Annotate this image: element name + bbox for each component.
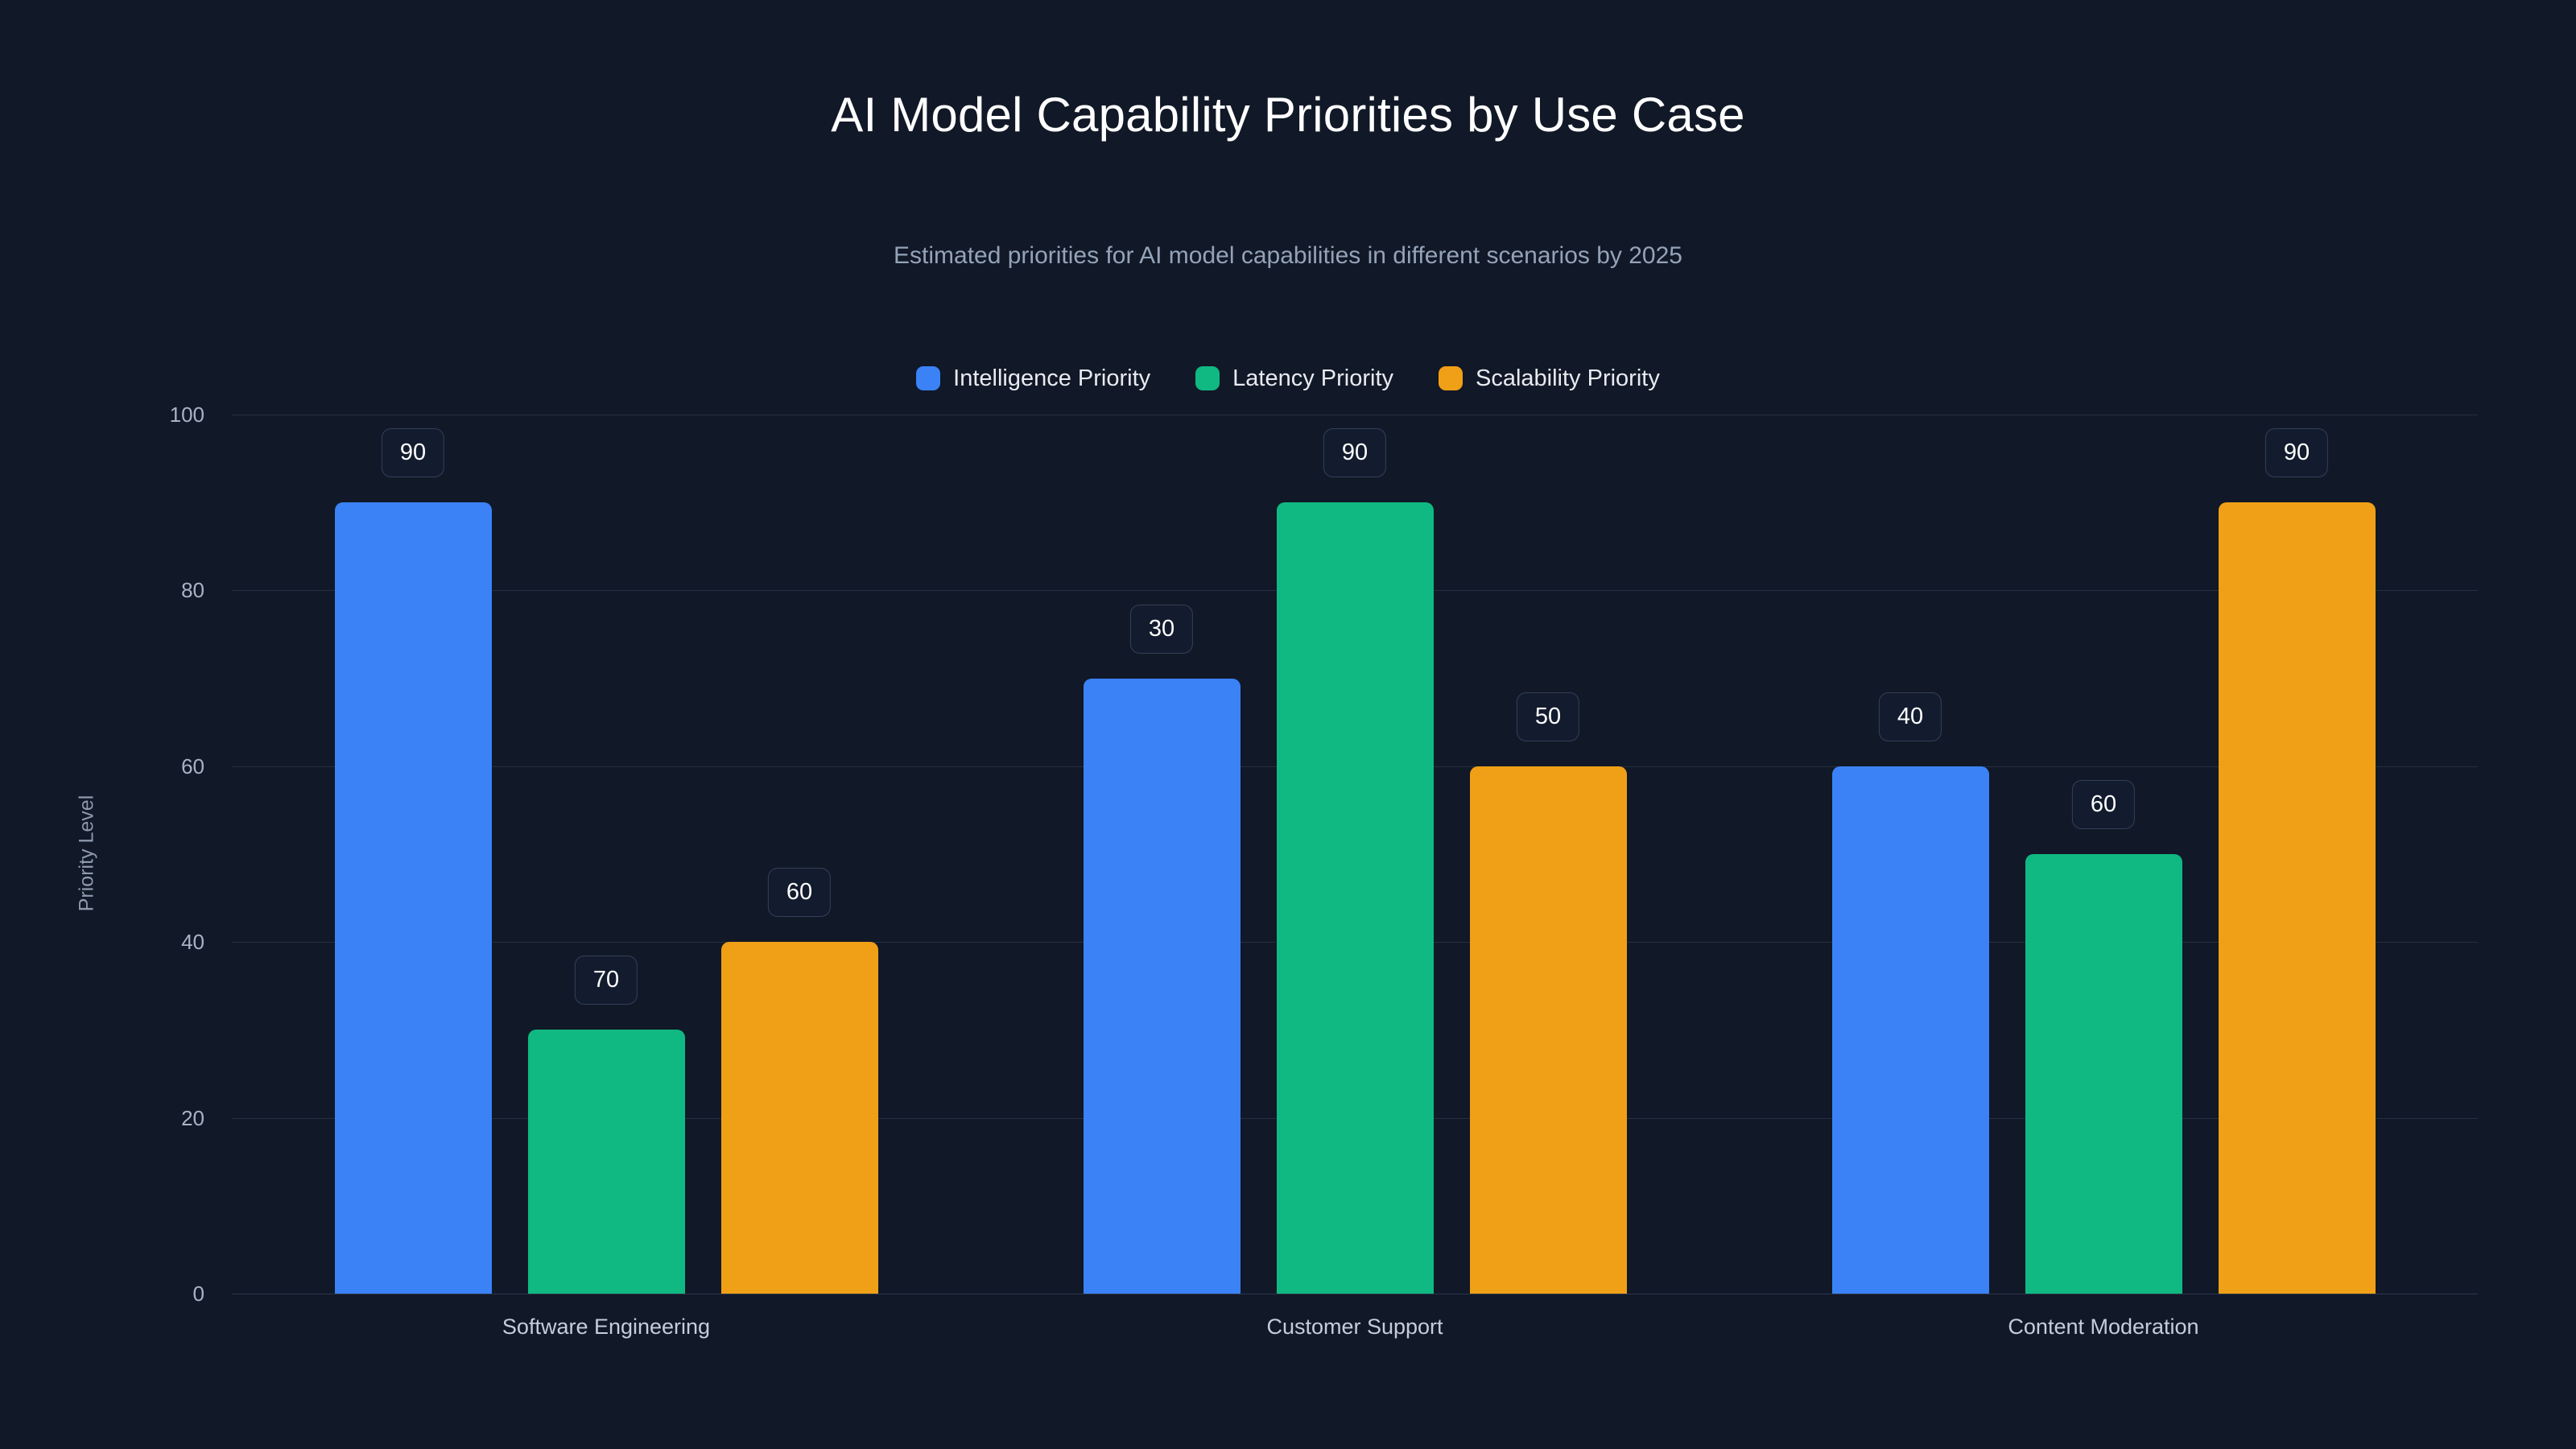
bar-value-label: 60 (767, 868, 832, 918)
x-axis-tick-labels: Software Engineering Customer Support Cont… (232, 1316, 2478, 1356)
y-axis-tick-label: 80 (181, 578, 204, 603)
bar-value-label: 90 (2264, 428, 2329, 478)
bar-value-label: 70 (574, 956, 638, 1005)
chart-legend: Intelligence Priority Latency Priority Sca… (0, 366, 2576, 390)
bar-value-label: 90 (381, 428, 445, 478)
bar-value-label: 40 (1878, 691, 1942, 741)
y-axis-tick-label: 20 (181, 1105, 204, 1130)
bar-value-label: 30 (1129, 604, 1194, 654)
legend-swatch-icon (916, 366, 941, 390)
y-axis-tick-label: 0 (192, 1282, 204, 1306)
bar-value-label: 50 (1516, 691, 1580, 741)
page-title: AI Model Capability Priorities by Use Ca… (831, 88, 1745, 142)
legend-item[interactable]: Scalability Priority (1439, 366, 1660, 390)
legend-swatch-icon (1439, 366, 1463, 390)
x-axis-tick-label: Content Moderation (2008, 1315, 2199, 1339)
legend-item-label: Intelligence Priority (953, 365, 1151, 391)
bar[interactable] (1083, 678, 1241, 1294)
y-axis-tick-label: 60 (181, 753, 204, 778)
y-axis-title: Priority Level (75, 795, 98, 912)
bar-value-label: 60 (2071, 780, 2136, 829)
legend-item[interactable]: Intelligence Priority (916, 366, 1150, 390)
y-axis-tick-labels: 0 20 40 60 80 100 (0, 404, 232, 1304)
plot-area: 90 70 60 30 90 50 40 60 90 (232, 415, 2478, 1294)
x-axis-tick-label: Customer Support (1266, 1315, 1443, 1339)
x-axis-tick-label: Software Engineering (502, 1315, 711, 1339)
bar[interactable] (1831, 766, 1989, 1294)
bar[interactable] (2025, 854, 2182, 1294)
bar-value-label: 90 (1323, 428, 1387, 478)
legend-item[interactable]: Latency Priority (1195, 366, 1393, 390)
y-axis-tick-label: 100 (169, 402, 204, 427)
bar[interactable] (1469, 766, 1627, 1294)
bar[interactable] (2218, 502, 2376, 1294)
legend-swatch-icon (1195, 366, 1220, 390)
legend-item-label: Latency Priority (1232, 365, 1393, 391)
bar[interactable] (334, 502, 492, 1294)
y-axis-tick-label: 40 (181, 930, 204, 955)
legend-item-label: Scalability Priority (1476, 365, 1660, 391)
bar[interactable] (527, 1030, 685, 1294)
chart-subtitle: Estimated priorities for AI model capabi… (894, 242, 1682, 269)
bar[interactable] (720, 942, 878, 1294)
bar[interactable] (1276, 502, 1434, 1294)
